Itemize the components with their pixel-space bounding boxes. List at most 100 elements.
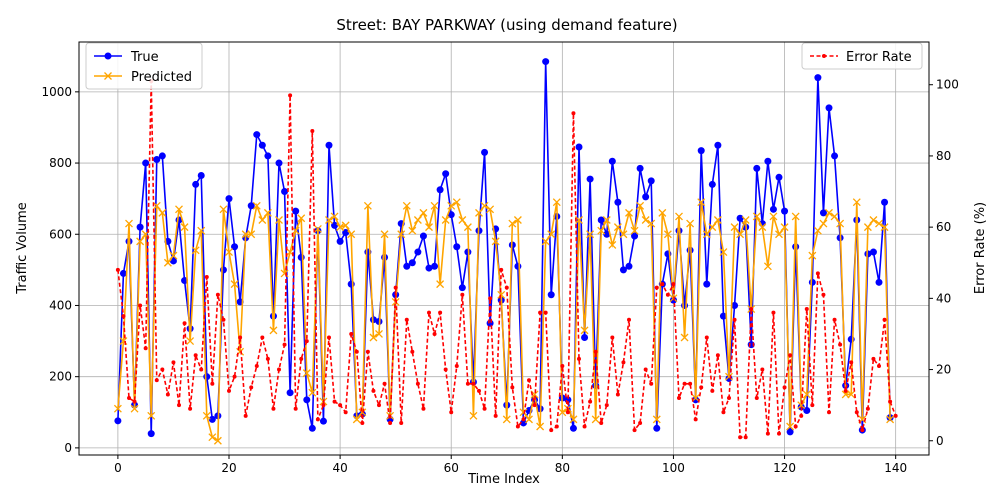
predicted-point xyxy=(713,216,722,224)
error-rate-point xyxy=(649,381,654,386)
true-point xyxy=(519,419,527,427)
chart-title: Street: BAY PARKWAY (using demand featur… xyxy=(336,16,677,34)
predicted-point xyxy=(402,201,411,210)
error-rate-point xyxy=(554,424,559,429)
error-rate-point xyxy=(854,410,859,415)
x-tick-label: 120 xyxy=(773,461,796,475)
true-point xyxy=(869,248,877,256)
error-rate-point xyxy=(421,406,426,411)
predicted-point xyxy=(613,223,622,232)
x-tick-label: 100 xyxy=(662,461,685,475)
predicted-point xyxy=(163,258,172,267)
predicted-point xyxy=(797,401,806,410)
true-point xyxy=(136,223,144,231)
error-rate-point xyxy=(549,428,554,433)
predicted-point xyxy=(508,219,517,228)
error-rate-point xyxy=(677,396,681,401)
error-rate-point xyxy=(399,420,404,425)
error-rate-point xyxy=(765,431,770,436)
error-rate-point xyxy=(382,381,387,386)
predicted-point xyxy=(863,223,872,232)
x-axis-label: Time Index xyxy=(467,472,540,487)
predicted-point xyxy=(308,388,317,397)
error-rate-point xyxy=(215,292,220,297)
true-point xyxy=(325,141,333,149)
predicted-point xyxy=(880,223,889,232)
true-point xyxy=(403,262,411,270)
predicted-point xyxy=(269,326,278,335)
error-rate-point xyxy=(638,420,643,425)
true-point xyxy=(419,232,427,240)
error-rate-point xyxy=(732,317,737,322)
error-rate-point xyxy=(621,360,626,365)
true-point xyxy=(875,278,883,286)
y-right-tick-label: 100 xyxy=(936,78,959,92)
plot-area-frame xyxy=(78,41,930,456)
predicted-point xyxy=(175,205,183,214)
predicted-point xyxy=(147,411,156,420)
predicted-point xyxy=(525,415,533,424)
error-rate-point xyxy=(693,417,698,422)
predicted-point xyxy=(247,230,256,239)
error-rate-point xyxy=(404,317,409,322)
error-rate-point xyxy=(893,413,898,418)
true-point xyxy=(881,198,889,206)
error-rate-point xyxy=(171,360,176,365)
predicted-point xyxy=(652,415,661,424)
predicted-point xyxy=(336,223,345,232)
error-rate-point xyxy=(760,367,765,372)
error-rate-point xyxy=(365,349,370,354)
error-rate-point xyxy=(132,399,137,404)
predicted-point xyxy=(452,198,461,207)
predicted-point xyxy=(486,205,495,214)
predicted-point xyxy=(152,201,161,210)
error-rate-point xyxy=(588,399,593,404)
true-point xyxy=(458,284,466,292)
predicted-point xyxy=(802,390,811,399)
y-right-tick-label: 20 xyxy=(936,363,951,377)
predicted-point xyxy=(397,230,406,239)
y-right-tick-label: 0 xyxy=(936,434,944,448)
predicted-point xyxy=(763,262,772,271)
predicted-point xyxy=(775,230,783,239)
true-point xyxy=(781,207,789,215)
true-point xyxy=(142,159,150,167)
true-point xyxy=(769,205,777,213)
true-point xyxy=(631,232,639,240)
true-point xyxy=(425,264,433,272)
predicted-point xyxy=(169,251,178,260)
error-rate-point xyxy=(515,424,520,429)
error-rate-point xyxy=(304,339,309,344)
predicted-point xyxy=(191,246,200,255)
true-point xyxy=(319,417,327,425)
predicted-point xyxy=(752,212,761,221)
error-rate-point xyxy=(210,381,215,386)
true-point xyxy=(586,175,594,183)
true-point xyxy=(808,278,816,286)
predicted-point xyxy=(686,219,695,228)
legend-left: True Predicted xyxy=(85,42,203,90)
error-rate-point xyxy=(115,267,120,272)
predicted-point xyxy=(641,216,650,224)
x-tick-label: 20 xyxy=(221,461,236,475)
predicted-point xyxy=(225,248,233,257)
true-point xyxy=(708,180,716,188)
true-point xyxy=(614,198,622,206)
true-point xyxy=(814,74,822,82)
error-rate-point xyxy=(571,111,576,116)
error-rate-point xyxy=(743,435,748,440)
error-rate-point xyxy=(565,410,570,415)
predicted-point xyxy=(202,411,211,420)
error-rate-point xyxy=(243,413,248,418)
error-rate-point xyxy=(193,353,198,358)
error-rate-point xyxy=(277,367,281,372)
error-rate-point xyxy=(543,310,548,315)
predicted-point xyxy=(630,226,639,235)
error-rate-point xyxy=(443,367,448,372)
error-rate-point xyxy=(427,310,431,315)
error-rate-point xyxy=(521,417,526,422)
error-rate-point xyxy=(465,381,470,386)
error-rate-point xyxy=(249,385,254,390)
predicted-point xyxy=(430,201,439,210)
